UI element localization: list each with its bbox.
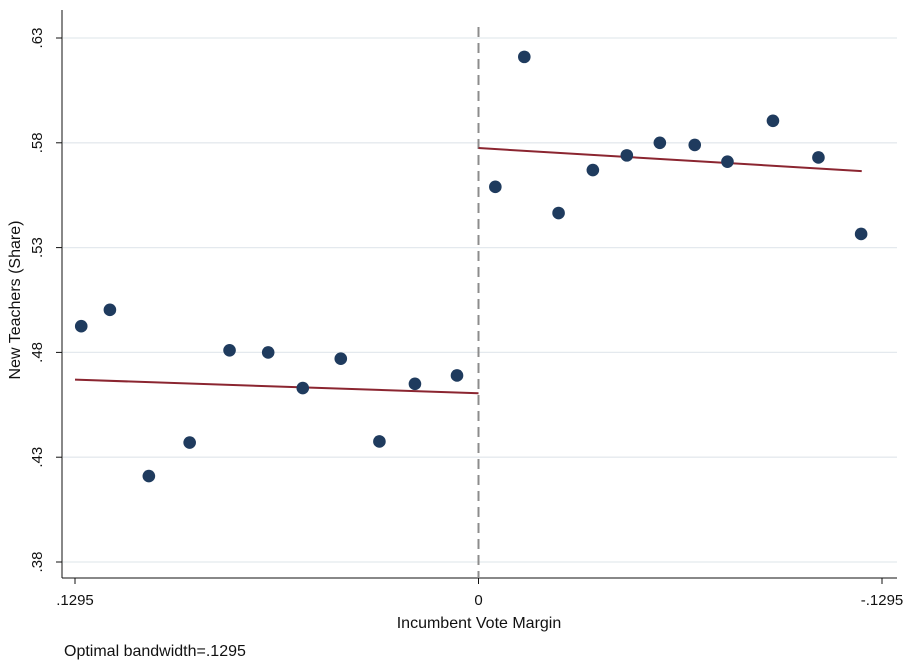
data-point [74, 319, 88, 333]
data-point [721, 155, 734, 168]
y-tick-label: .63 [29, 28, 46, 49]
fit-line-right [478, 147, 862, 173]
data-point [373, 435, 386, 448]
data-point [766, 114, 780, 128]
x-tick-label: -.1295 [861, 592, 904, 609]
data-point [854, 227, 868, 241]
data-point [223, 344, 236, 357]
data-points [74, 50, 868, 483]
y-axis-ticks: .38 .43 .48 .53 .58 .63 [29, 28, 62, 573]
y-tick-label: .43 [29, 447, 46, 468]
data-point [518, 50, 531, 64]
data-point [261, 346, 275, 359]
data-point [653, 136, 667, 150]
y-tick-label: .58 [29, 132, 46, 153]
data-point [552, 206, 565, 220]
data-point [688, 138, 702, 152]
data-point [334, 352, 348, 365]
data-point [408, 377, 422, 391]
data-point [586, 163, 600, 177]
data-point [489, 180, 502, 194]
data-point [183, 436, 196, 449]
data-point [296, 381, 310, 395]
x-axis-ticks: .1295 0 -.1295 [56, 578, 903, 609]
y-axis-title: New Teachers (Share) [7, 221, 24, 380]
data-point [142, 469, 156, 483]
y-tick-label: .48 [29, 342, 46, 363]
data-point [812, 151, 825, 164]
x-tick-label: 0 [474, 592, 482, 609]
bandwidth-note: Optimal bandwidth=.1295 [64, 643, 246, 660]
data-point [620, 149, 634, 162]
data-point [450, 369, 464, 382]
y-tick-label: .53 [29, 237, 46, 258]
y-tick-label: .38 [29, 552, 46, 573]
grid-lines [63, 37, 897, 563]
fit-line-left [74, 378, 479, 395]
fit-lines [74, 147, 862, 395]
x-axis-title: Incumbent Vote Margin [397, 615, 562, 632]
x-tick-label: .1295 [56, 592, 94, 609]
data-point [103, 303, 117, 317]
